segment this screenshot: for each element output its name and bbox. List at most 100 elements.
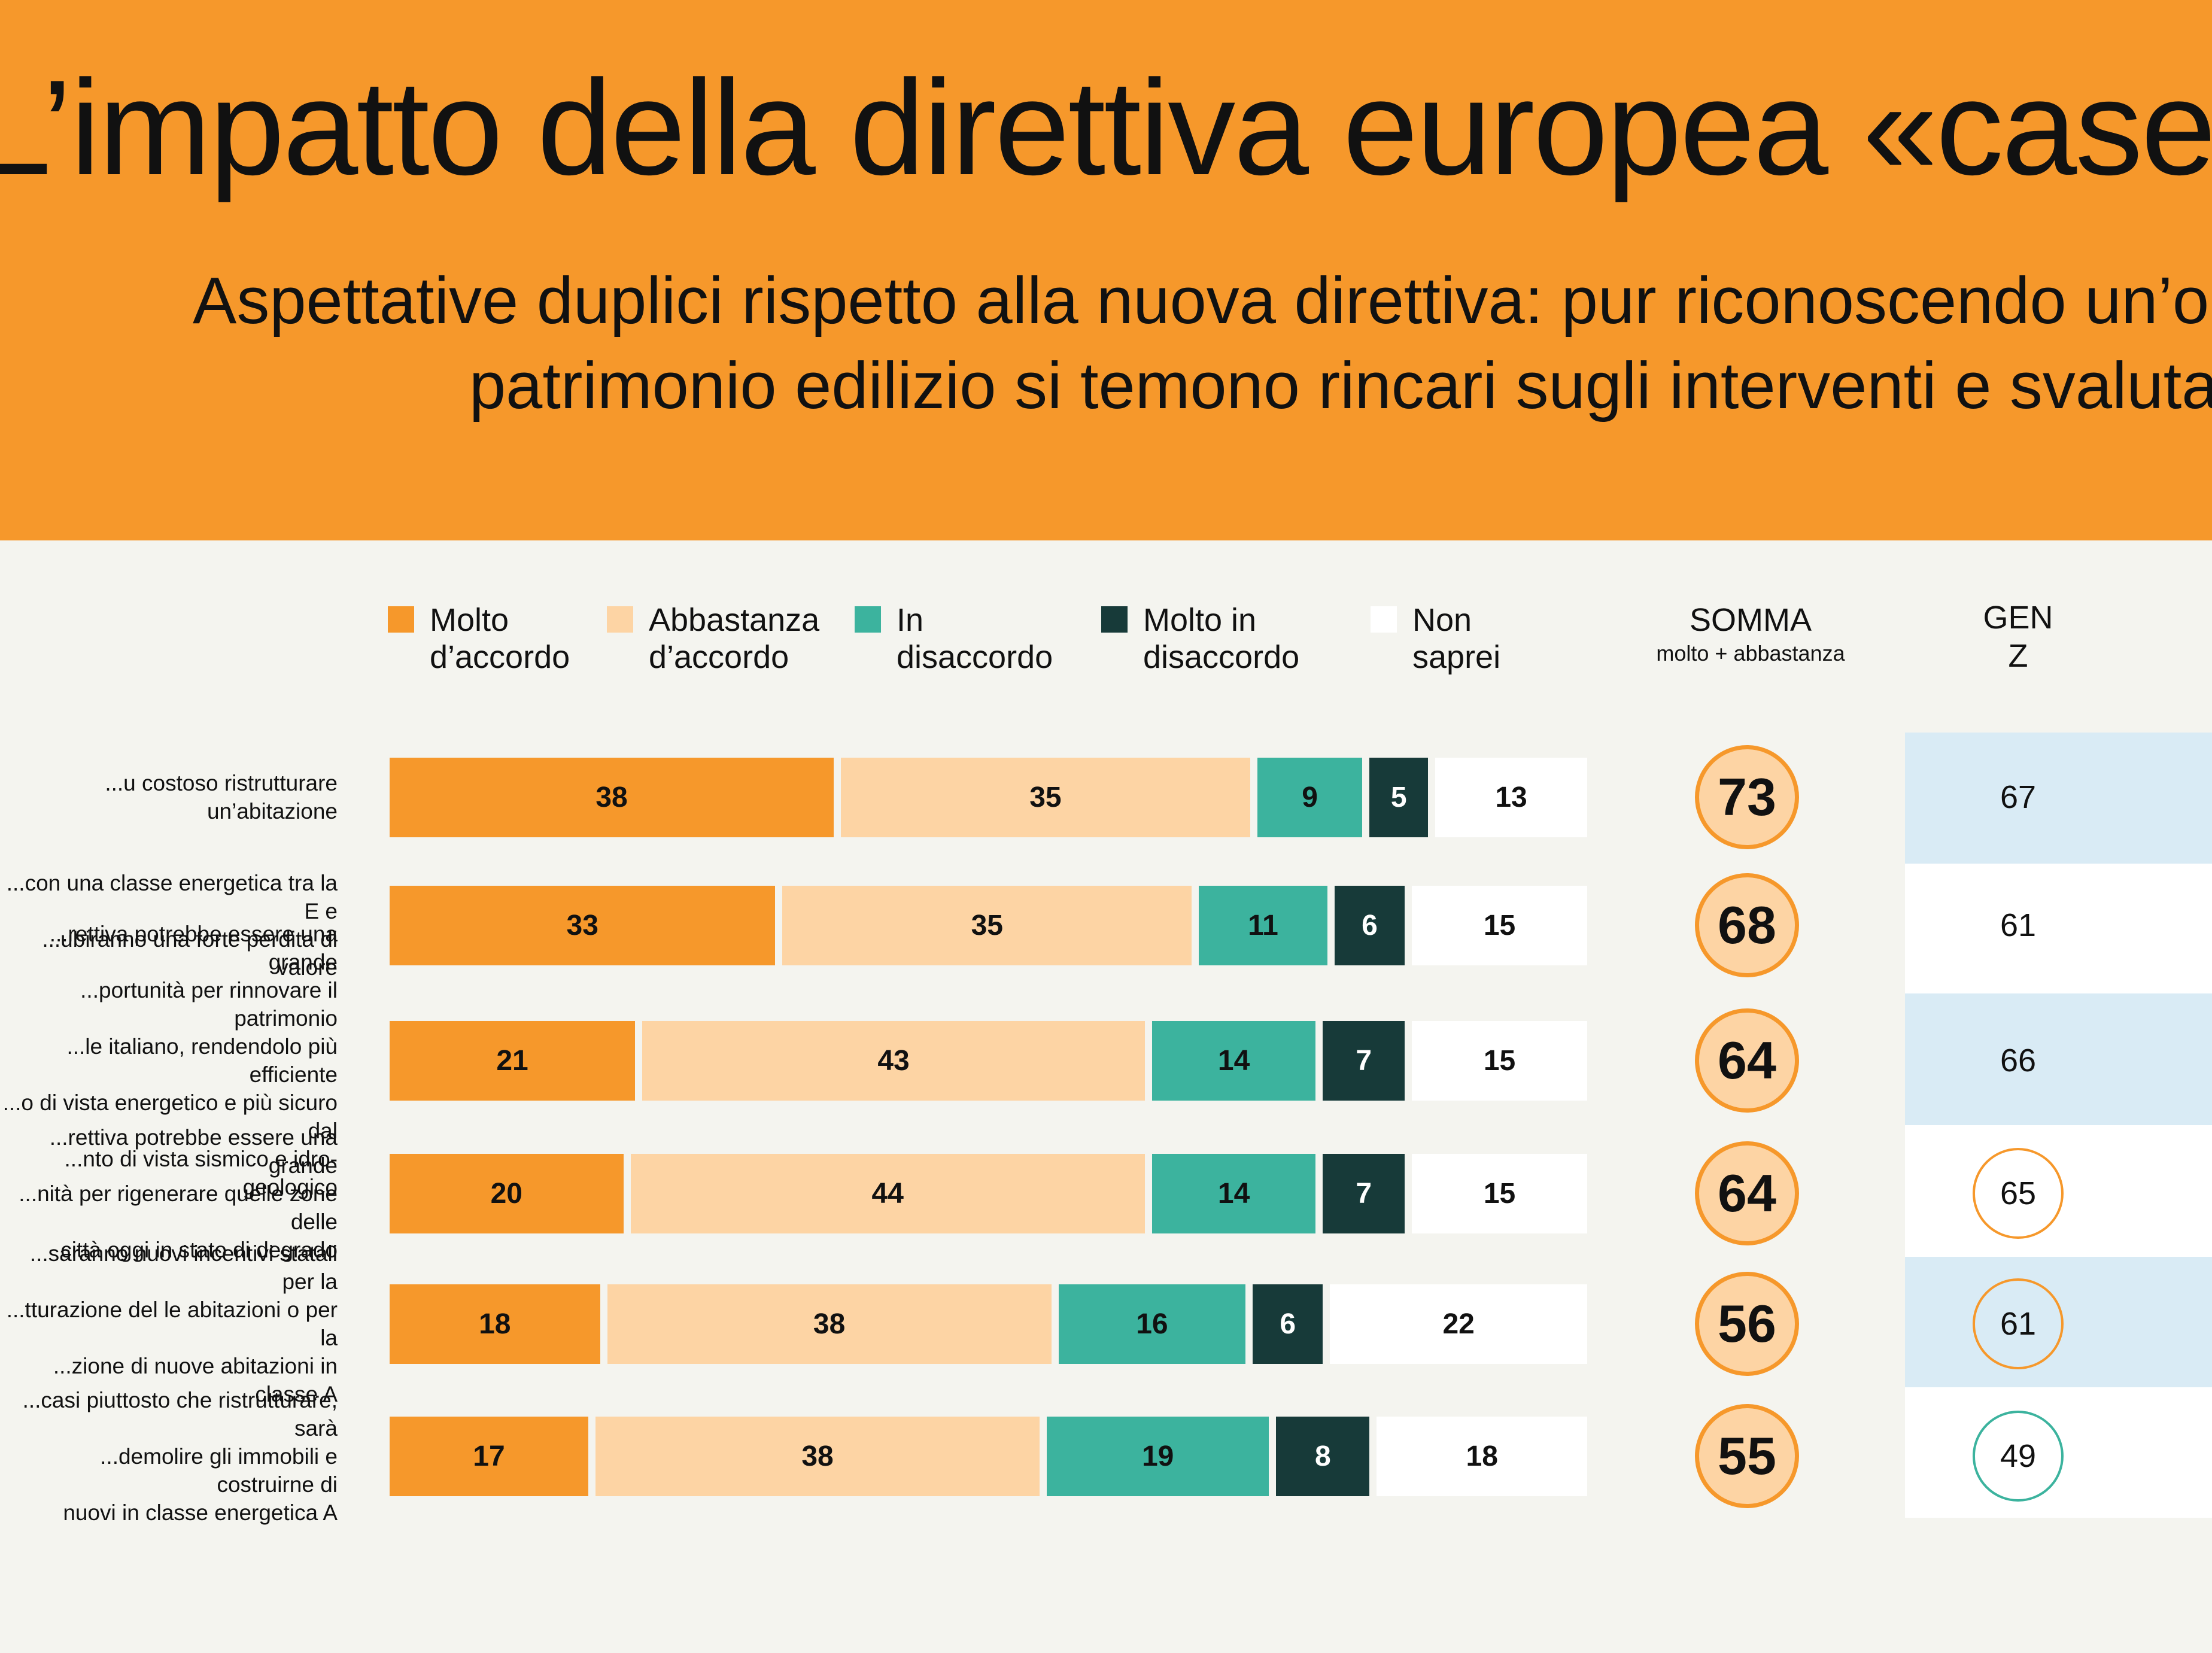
somma-subtitle: molto + abbastanza [1656, 641, 1845, 666]
somma-value-circle: 73 [1695, 745, 1799, 849]
bar-segment-in-disaccordo: 14 [1151, 1020, 1316, 1101]
genz-cell [1905, 864, 2212, 993]
bar-segment-abbastanza-accordo: 38 [595, 1416, 1040, 1496]
row-label: ...saranno nuovi incentivi statali per l… [6, 1241, 338, 1406]
bar-segment-molto-accordo: 18 [390, 1284, 600, 1364]
somma-column-header: SOMMA molto + abbastanza [1640, 601, 1861, 669]
subtitle-line-2: patrimonio edilizio si temono rincari su… [469, 349, 2212, 423]
bar-segment-molto-disaccordo: 7 [1323, 1020, 1405, 1101]
data-label: 33 [566, 909, 598, 941]
bar-segment-non-saprei: 15 [1412, 1020, 1587, 1101]
bar-segment-in-disaccordo: 19 [1047, 1416, 1269, 1496]
legend-swatch [855, 606, 881, 633]
data-label: 13 [1495, 781, 1527, 813]
data-label: 16 [1136, 1308, 1168, 1340]
legend-label: Abbastanza d’accordo [649, 602, 820, 675]
somma-value-circle: 56 [1695, 1272, 1799, 1376]
bar-segment-molto-accordo: 17 [390, 1416, 588, 1496]
page-title: L’impatto della direttiva europea «case … [0, 51, 2212, 203]
data-label: 35 [971, 909, 1003, 941]
genz-column-header: GEN Z [1983, 600, 2053, 674]
somma-value-circle: 64 [1695, 1141, 1799, 1245]
genz-value: 66 [2000, 1043, 2037, 1078]
genz-value: 65 [1973, 1148, 2064, 1239]
data-label: 6 [1280, 1308, 1296, 1340]
data-label: 9 [1302, 781, 1318, 813]
bar-segment-molto-disaccordo: 6 [1334, 885, 1405, 965]
genz-column [1905, 733, 2212, 1518]
data-label: 17 [473, 1440, 505, 1472]
genz-cell [1905, 733, 2212, 864]
data-label: 43 [877, 1044, 910, 1077]
legend-label: Molto d’accordo [430, 602, 570, 675]
legend-swatch [388, 606, 414, 633]
legend-swatch [1101, 606, 1128, 633]
data-label: 14 [1217, 1044, 1250, 1077]
legend-swatch [607, 606, 633, 633]
data-label: 18 [479, 1308, 511, 1340]
data-label: 20 [490, 1177, 522, 1210]
data-label: 38 [595, 781, 628, 813]
genz-value: 61 [1973, 1278, 2064, 1369]
data-label: 18 [1466, 1440, 1498, 1472]
legend-label: Molto in disaccordo [1143, 602, 1300, 675]
legend-label: In disaccordo [897, 602, 1053, 675]
genz-value: 61 [2000, 907, 2037, 943]
bar-segment-molto-accordo: 20 [390, 1153, 624, 1233]
data-label: 22 [1442, 1308, 1475, 1340]
bar-segment-molto-accordo: 33 [390, 885, 776, 965]
bar-segment-molto-accordo: 38 [390, 757, 834, 837]
bar-segment-in-disaccordo: 9 [1257, 757, 1363, 837]
data-label: 11 [1248, 909, 1278, 941]
data-label: 15 [1483, 909, 1516, 941]
bar-segment-non-saprei: 18 [1377, 1416, 1587, 1496]
data-label: 38 [813, 1308, 846, 1340]
legend-label: Non saprei [1412, 602, 1501, 675]
data-label: 14 [1217, 1177, 1250, 1210]
bar-segment-non-saprei: 15 [1412, 885, 1587, 965]
bar-segment-non-saprei: 22 [1330, 1284, 1587, 1364]
bar-segment-non-saprei: 15 [1412, 1153, 1587, 1233]
genz-cell [1905, 993, 2212, 1125]
bar-segment-in-disaccordo: 11 [1199, 885, 1327, 965]
bar-segment-in-disaccordo: 16 [1058, 1284, 1246, 1364]
bar-segment-abbastanza-accordo: 44 [630, 1153, 1145, 1233]
bar-segment-molto-accordo: 21 [390, 1020, 636, 1101]
bar-segment-abbastanza-accordo: 35 [841, 757, 1250, 837]
data-label: 15 [1483, 1177, 1516, 1210]
row-label: ...u costoso ristrutturare un’abitazione [105, 771, 338, 824]
somma-value-circle: 68 [1695, 873, 1799, 977]
bar-segment-non-saprei: 13 [1435, 757, 1587, 837]
genz-value: 49 [1973, 1411, 2064, 1502]
data-label: 35 [1029, 781, 1062, 813]
data-label: 44 [871, 1177, 904, 1210]
data-label: 7 [1356, 1044, 1372, 1077]
row-label: ...rettiva potrebbe essere una grande ..… [19, 1125, 338, 1262]
header-banner: L’impatto della direttiva europea «case … [0, 0, 2212, 540]
bar-segment-molto-disaccordo: 7 [1323, 1153, 1405, 1233]
data-label: 5 [1390, 781, 1407, 813]
subtitle-line-1: Aspettative duplici rispetto alla nuova … [193, 264, 2212, 338]
data-label: 38 [801, 1440, 834, 1472]
bar-segment-molto-disaccordo: 6 [1253, 1284, 1323, 1364]
row-label: ...casi piuttosto che ristrutturare, sar… [22, 1387, 338, 1525]
row-label: ...con una classe energetica tra la E e … [6, 871, 338, 980]
data-label: 7 [1356, 1177, 1372, 1210]
somma-value-circle: 55 [1695, 1404, 1799, 1508]
data-label: 15 [1483, 1044, 1516, 1077]
data-label: 6 [1362, 909, 1378, 941]
data-label: 21 [496, 1044, 528, 1077]
data-label: 8 [1314, 1440, 1331, 1472]
bar-segment-abbastanza-accordo: 38 [607, 1284, 1052, 1364]
bar-segment-in-disaccordo: 14 [1151, 1153, 1316, 1233]
bar-segment-abbastanza-accordo: 35 [782, 885, 1192, 965]
somma-title: SOMMA [1689, 602, 1812, 638]
somma-value-circle: 64 [1695, 1008, 1799, 1113]
genz-value: 67 [2000, 779, 2037, 815]
bar-segment-molto-disaccordo: 8 [1276, 1416, 1370, 1496]
bar-segment-abbastanza-accordo: 43 [642, 1020, 1145, 1101]
bar-segment-molto-disaccordo: 5 [1369, 757, 1429, 837]
legend-swatch [1371, 606, 1397, 633]
data-label: 19 [1141, 1440, 1174, 1472]
row-label: ...rettiva potrebbe essere una grande ..… [2, 922, 338, 1199]
